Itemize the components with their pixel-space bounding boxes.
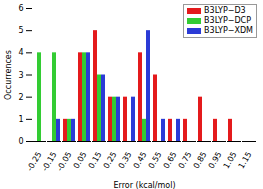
svg-text:0.25: 0.25 <box>102 150 119 170</box>
svg-text:0.85: 0.85 <box>192 150 209 170</box>
svg-text:0.35: 0.35 <box>117 150 134 170</box>
svg-text:0.45: 0.45 <box>132 150 149 170</box>
svg-text:0.75: 0.75 <box>177 150 194 170</box>
svg-text:0.65: 0.65 <box>162 150 179 170</box>
html-text:B3LYP−D3: B3LYP−D3 <box>204 6 246 15</box>
svg-text:6: 6 <box>18 4 23 13</box>
svg-text:0.95: 0.95 <box>207 150 224 170</box>
svg-text:-0.15: -0.15 <box>40 150 59 173</box>
html-text:B3LYP−XDM: B3LYP−XDM <box>204 26 253 35</box>
html-text:B3LYP−DCP: B3LYP−DCP <box>204 16 251 25</box>
svg-text:-0.25: -0.25 <box>25 150 44 173</box>
svg-text:3: 3 <box>18 71 23 80</box>
svg-text:0: 0 <box>18 137 23 146</box>
svg-text:1.15: 1.15 <box>237 150 254 170</box>
svg-text:2: 2 <box>18 93 23 102</box>
svg-text:1.05: 1.05 <box>222 150 239 170</box>
svg-text:0.05: 0.05 <box>72 150 89 170</box>
svg-text:-0.05: -0.05 <box>55 150 73 172</box>
svg-text:Error (kcal/mol): Error (kcal/mol) <box>113 181 175 189</box>
svg-text:4: 4 <box>18 48 23 57</box>
svg-text:5: 5 <box>18 26 23 35</box>
svg-text:1: 1 <box>18 115 23 124</box>
svg-text:0.15: 0.15 <box>87 150 104 170</box>
svg-text:0.55: 0.55 <box>147 150 164 170</box>
svg-text:Occurrences: Occurrences <box>4 50 13 100</box>
